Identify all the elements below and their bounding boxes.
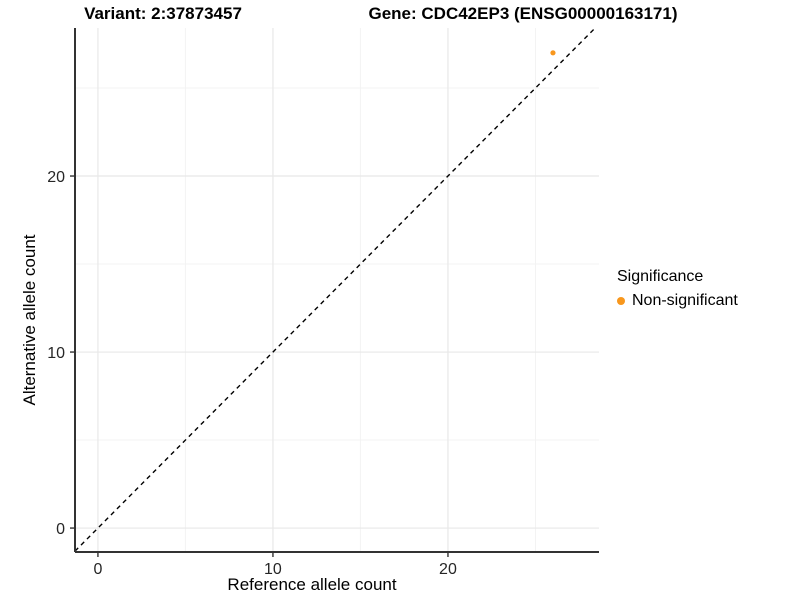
variant-title: Variant: 2:37873457 [84, 4, 242, 23]
data-point [550, 50, 556, 56]
y-tick-label: 0 [56, 521, 65, 538]
legend: Significance Non-significant [617, 268, 738, 310]
x-axis-title: Reference allele count [227, 575, 397, 594]
legend-items: Non-significant [617, 291, 738, 310]
x-tick-label: 20 [439, 561, 457, 578]
x-tick-label: 0 [93, 561, 102, 578]
y-tick-label: 10 [47, 345, 65, 362]
legend-color-dot-icon [617, 296, 625, 305]
x-tick-label: 10 [264, 561, 282, 578]
legend-item: Non-significant [617, 291, 738, 310]
legend-title: Significance [617, 268, 704, 285]
gene-title: Gene: CDC42EP3 (ENSG00000163171) [368, 4, 678, 23]
y-tick-label: 20 [47, 169, 65, 186]
legend-item-label: Non-significant [632, 292, 738, 309]
plot-panel: 0 10 20 0 10 20 [47, 27, 599, 578]
identity-dashed-line [74, 27, 596, 552]
y-axis-title: Alternative allele count [20, 234, 39, 406]
